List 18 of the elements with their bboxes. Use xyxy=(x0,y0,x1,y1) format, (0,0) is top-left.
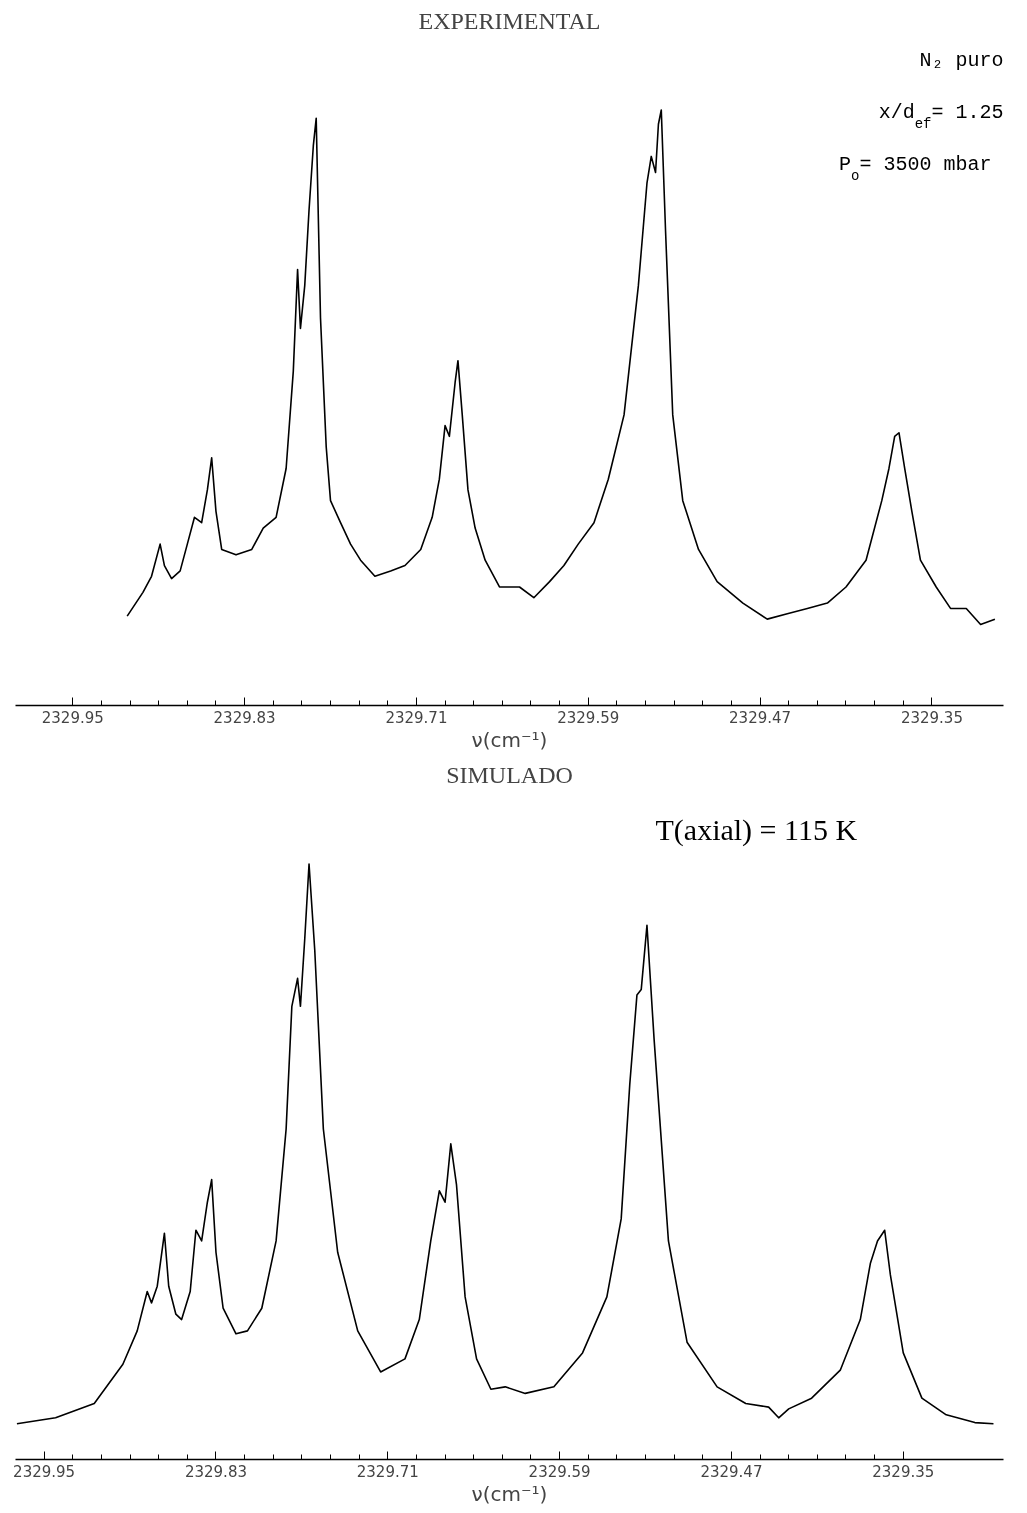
x-tick-label: 2329.47 xyxy=(700,1462,763,1481)
x-tick-label: 2329.83 xyxy=(213,708,276,727)
x-tick-label: 2329.59 xyxy=(557,708,620,727)
chart-title: SIMULADO xyxy=(446,761,573,788)
x-tick-label: 2329.35 xyxy=(872,1462,935,1481)
x-tick-label: 2329.59 xyxy=(528,1462,591,1481)
x-axis-title: ν(cm⁻¹) xyxy=(471,727,548,752)
x-tick-label: 2329.83 xyxy=(184,1462,247,1481)
x-tick-label: 2329.35 xyxy=(900,708,963,727)
x-tick-label: 2329.71 xyxy=(385,708,448,727)
chart-title: EXPERIMENTAL xyxy=(418,7,601,34)
text: T(axial) = 115 K xyxy=(655,812,858,847)
x-tick-label: 2329.47 xyxy=(729,708,792,727)
text: N₂ puro xyxy=(919,48,1004,72)
x-tick-label: 2329.95 xyxy=(41,708,104,727)
x-axis-title: ν(cm⁻¹) xyxy=(471,1481,548,1506)
x-tick-label: 2329.71 xyxy=(356,1462,419,1481)
x-tick-label: 2329.95 xyxy=(13,1462,76,1481)
